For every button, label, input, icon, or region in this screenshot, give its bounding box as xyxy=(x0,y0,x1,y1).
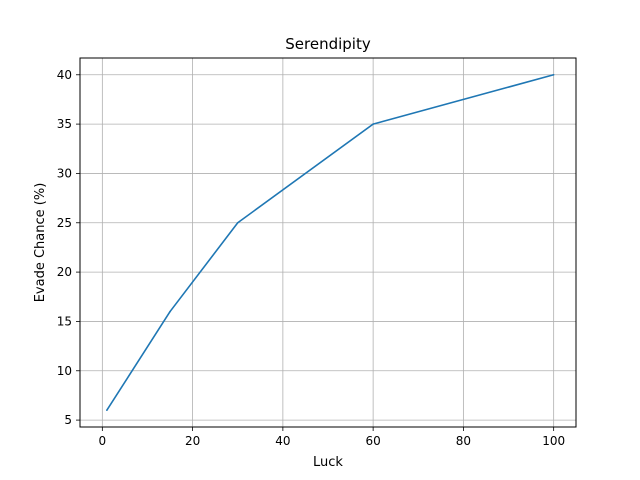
series-layer xyxy=(106,73,555,412)
x-tick-label: 40 xyxy=(275,434,290,448)
data-point xyxy=(372,123,374,125)
y-tick-label: 35 xyxy=(57,117,72,131)
y-tick-label: 30 xyxy=(57,166,72,180)
y-tick-label: 5 xyxy=(64,413,72,427)
x-tick-label: 20 xyxy=(185,434,200,448)
y-tick-label: 25 xyxy=(57,216,72,230)
ticks: 0 20 40 60 80 100 5 10 15 20 25 30 35 40 xyxy=(57,68,565,448)
data-point xyxy=(552,73,555,76)
y-tick-label: 20 xyxy=(57,265,72,279)
data-point xyxy=(169,310,171,313)
x-tick-label: 80 xyxy=(456,434,471,448)
series-line xyxy=(106,73,554,411)
chart-title: Serendipity xyxy=(285,35,371,53)
y-tick-label: 10 xyxy=(57,364,72,378)
x-axis-label: Luck xyxy=(313,455,343,470)
y-tick-label: 40 xyxy=(57,68,72,82)
y-tick-label: 15 xyxy=(57,314,72,328)
data-point xyxy=(236,221,239,224)
x-tick-label: 0 xyxy=(99,434,107,448)
data-point xyxy=(106,409,108,412)
y-axis-label: Evade Chance (%) xyxy=(33,183,48,303)
plot-frame xyxy=(79,57,577,428)
x-tick-label: 60 xyxy=(365,434,380,448)
x-tick-label: 100 xyxy=(542,434,565,448)
grid xyxy=(80,58,576,427)
